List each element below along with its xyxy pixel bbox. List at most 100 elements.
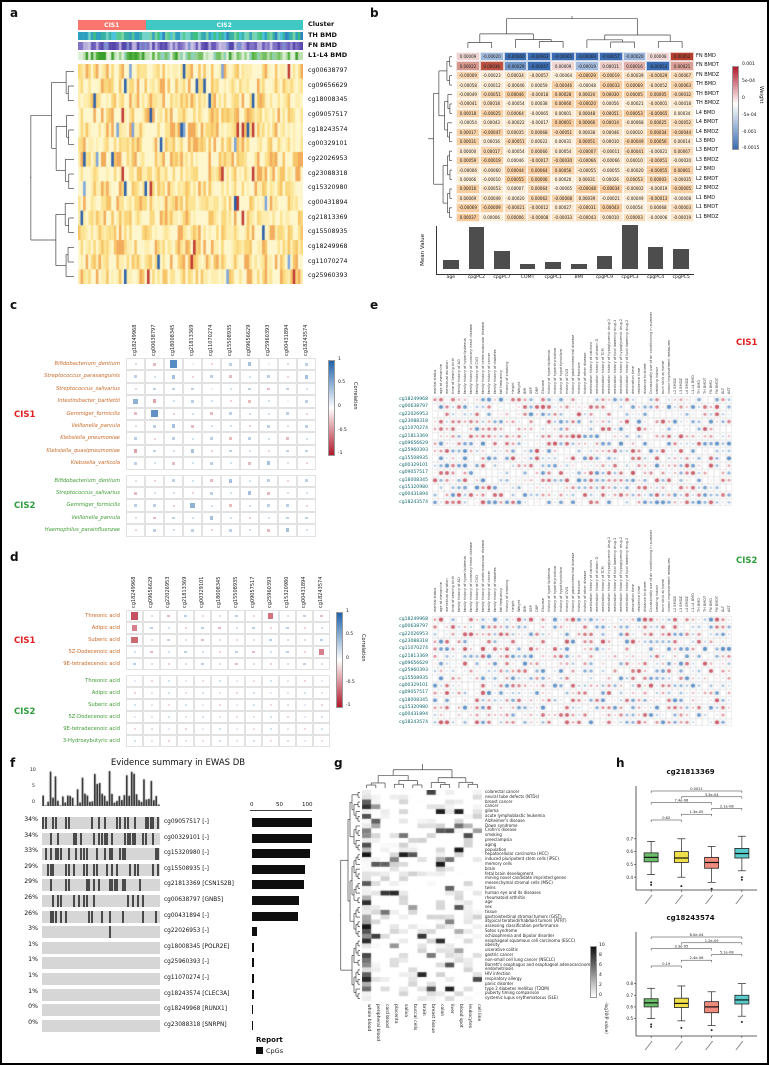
bmd-row-label: L1 BMDZ: [696, 213, 719, 220]
correlation-square: [320, 680, 323, 682]
correlation-square: [286, 728, 289, 730]
weight-cell: -0.00057: [598, 52, 623, 62]
correlation-square: [133, 680, 136, 682]
correlation-cell: [145, 395, 164, 408]
weight-cell: -0.00054: [503, 146, 528, 156]
th-bmd-annotation-track: [78, 32, 303, 40]
oncoprint-track: [42, 910, 160, 923]
phenotype-column-label: history of CVD: [565, 586, 569, 612]
weight-cell: -0.00031: [575, 203, 599, 213]
correlation-square: [247, 362, 252, 367]
correlation-cell: [160, 675, 177, 687]
correlation-cell: [279, 675, 296, 687]
weight-cell: 0.00055: [503, 174, 528, 185]
weight-cell: -0.00032: [670, 89, 694, 100]
trait-label: acute lymphoblastic leukemia: [485, 812, 545, 818]
correlation-square: [150, 626, 153, 630]
correlation-square: [320, 740, 323, 742]
cpg-label: cg25960393: [308, 272, 348, 280]
correlation-cell: [279, 622, 296, 634]
correlation-cell: [145, 457, 164, 470]
evidence-tick: [98, 832, 101, 845]
weight-cell: -0.00012: [527, 203, 552, 213]
acid-row-labels: Threonic acid Adipic acid Suberic acid 5Z-D…: [8, 610, 124, 750]
cpg-row-label: cg18243574: [399, 499, 428, 505]
row-label: Streptococcus_parasanguinis: [44, 373, 120, 380]
phenotype-column-label: ALT: [721, 605, 725, 612]
weight-cell: 0.00068: [646, 203, 671, 213]
weight-cell: -0.00001: [646, 99, 671, 109]
evidence-tick: [44, 817, 47, 829]
weight-cell: 0.00034: [670, 108, 694, 119]
weight-cell: 0.00053: [622, 108, 647, 119]
weight-cell: -0.00011: [598, 146, 623, 156]
correlation-cell: [183, 524, 202, 537]
correlation-cell: [126, 407, 145, 420]
weight-cell: -0.00029: [646, 70, 671, 81]
phenotype-column-label: TH BMDT: [703, 595, 707, 612]
legend-tick: 4: [599, 973, 602, 978]
weight-cell: -0.00051: [479, 89, 504, 100]
correlation-square: [184, 692, 187, 694]
correlation-square: [303, 716, 306, 718]
correlation-square: [320, 614, 323, 618]
correlation-square: [269, 728, 272, 730]
correlation-square: [229, 449, 232, 453]
evidence-tick: [142, 910, 145, 923]
correlation-square: [235, 627, 238, 629]
evidence-tick: [95, 848, 98, 861]
evidence-tick: [57, 895, 60, 907]
oncoprint-track: [42, 817, 160, 829]
evidence-tick: [157, 848, 160, 861]
correlation-square: [303, 627, 306, 629]
evidence-tick: [108, 910, 111, 923]
correlation-square: [184, 728, 187, 730]
bar-category-label: cpgPC5: [672, 275, 690, 280]
bmd-row-label: FN BMDZ: [696, 71, 720, 78]
legend-tick: -0.5: [338, 428, 347, 433]
group-label-cis2: CIS2: [736, 556, 758, 566]
percent-label: 26%: [24, 894, 38, 901]
correlation-square: [303, 728, 306, 730]
cpg-column-label: cg15508935: [227, 324, 234, 356]
correlation-square: [267, 387, 270, 391]
correlation-square: [134, 504, 137, 508]
evidence-tick: [95, 863, 98, 876]
correlation-cell: [177, 675, 194, 687]
correlation-square: [235, 662, 238, 666]
report-count-bar: [252, 989, 254, 999]
trait-label: sex: [485, 904, 492, 910]
correlation-cell: [221, 511, 240, 525]
correlation-square: [201, 728, 204, 730]
correlation-cell: [297, 370, 316, 383]
legend-tick: 1: [338, 357, 341, 362]
evidence-tick: [88, 910, 91, 923]
correlation-square: [320, 692, 323, 694]
weight-cell: 0.00001: [551, 108, 575, 119]
phenotype-column-label: FN BMD: [709, 598, 713, 612]
correlation-square: [252, 626, 255, 630]
evidence-tick: [65, 817, 68, 829]
row-label: Intestinibacter_bartlettii: [57, 398, 120, 405]
correlation-cell: [228, 711, 245, 723]
weight-cell: 0.00017: [479, 146, 504, 156]
bar-category-label: COMT: [520, 275, 535, 280]
correlation-square: [150, 615, 153, 617]
correlation-square: [201, 740, 204, 742]
weight-cell: -0.00051: [503, 137, 528, 147]
weight-cell: 0.00056: [551, 165, 575, 175]
phenotype-column-label: SBP: [529, 387, 533, 394]
correlation-cell: [145, 487, 164, 500]
weight-cell: -0.00017: [527, 118, 552, 128]
phenotype-column-label: residence time: [637, 367, 641, 394]
weight-cell: 0.00035: [503, 127, 528, 137]
correlation-square: [134, 363, 137, 366]
bar-x-axis: [436, 274, 694, 275]
phenotype-column-label: history of hypothyroidism: [559, 567, 563, 612]
correlation-square: [267, 424, 270, 428]
correlation-square: [210, 412, 213, 416]
correlation-square: [172, 529, 175, 532]
cpg-column-label: cg25960393: [265, 324, 272, 356]
tissue-label: peripheral blood: [374, 1004, 380, 1041]
trait-label: obesity: [485, 942, 500, 948]
